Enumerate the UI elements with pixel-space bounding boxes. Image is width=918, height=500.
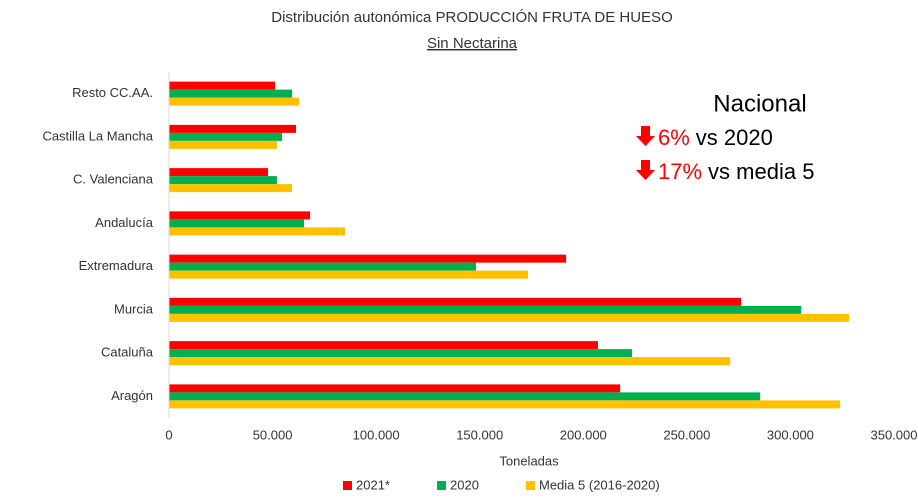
bar [169, 132, 283, 141]
y-tick-label: Castilla La Mancha [42, 128, 153, 143]
annotation-text: vs media 5 [708, 159, 814, 184]
bar [169, 227, 346, 236]
x-tick-label: 50.000 [253, 427, 293, 442]
annotation-heading: Nacional [713, 90, 806, 117]
annotation-change: 17% [658, 159, 702, 184]
bar [169, 176, 277, 185]
legend-swatch [437, 481, 446, 490]
bar [169, 184, 293, 193]
chart-subtitle: Sin Nectarina [427, 35, 518, 52]
down-arrow [636, 126, 655, 146]
y-tick-label: C. Valenciana [73, 172, 154, 187]
bar [169, 384, 621, 393]
bar [169, 341, 598, 350]
bar [169, 140, 277, 149]
x-tick-label: 150.000 [456, 427, 503, 442]
legend-label: 2021* [356, 477, 390, 492]
annotation-text: vs 2020 [696, 125, 773, 150]
legend-swatch [526, 481, 535, 490]
bar [169, 297, 742, 306]
y-tick-label: Cataluña [101, 345, 154, 360]
x-tick-label: 300.000 [767, 427, 814, 442]
bar [169, 400, 841, 409]
bar [169, 211, 311, 220]
legend-swatch [343, 481, 352, 490]
bar [169, 349, 632, 358]
x-tick-label: 0 [165, 427, 172, 442]
bar [169, 254, 567, 263]
x-tick-label: 100.000 [353, 427, 400, 442]
y-tick-label: Resto CC.AA. [72, 85, 153, 100]
y-tick-label: Aragón [111, 388, 153, 403]
x-tick-label: 250.000 [663, 427, 710, 442]
legend-label: Media 5 (2016-2020) [539, 477, 660, 492]
bar [169, 357, 731, 366]
bar [169, 262, 476, 271]
x-tick-label: 350.000 [871, 427, 918, 442]
bar [169, 97, 300, 106]
legend-label: 2020 [450, 477, 479, 492]
y-tick-label: Murcia [114, 301, 154, 316]
y-tick-label: Andalucía [95, 215, 154, 230]
bar [169, 270, 528, 279]
chart-title: Distribución autonómica PRODUCCIÓN FRUTA… [271, 9, 672, 26]
y-tick-label: Extremadura [79, 258, 154, 273]
down-arrow [636, 160, 655, 180]
x-tick-label: 200.000 [560, 427, 607, 442]
bar [169, 305, 802, 314]
x-axis-label: Toneladas [499, 453, 559, 468]
bar [169, 313, 850, 322]
bar [169, 392, 761, 401]
bar [169, 89, 293, 98]
bar [169, 81, 276, 90]
bar [169, 124, 296, 133]
annotation-line: 6% vs 2020 [658, 125, 773, 150]
annotation-change: 6% [658, 125, 690, 150]
annotation-line: 17% vs media 5 [658, 159, 814, 184]
bar [169, 168, 269, 177]
bar [169, 219, 305, 228]
